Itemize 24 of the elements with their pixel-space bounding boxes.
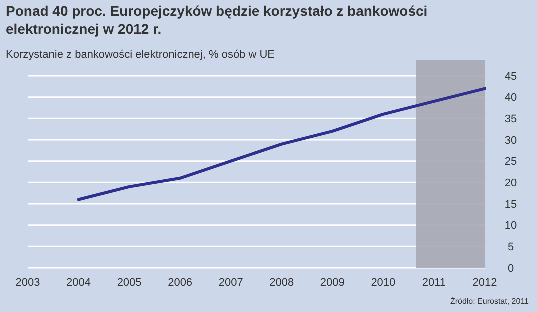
y-tick-label: 10 [504,220,518,232]
x-tick-label: 2003 [16,277,40,289]
y-tick-label: 40 [504,92,518,104]
chart-title: Ponad 40 proc. Europejczyków będzie korzystało z bankowości elektronicznej w 2012 r. [6,3,428,37]
x-tick-label: 2010 [371,277,396,289]
y-tick-label: 20 [504,178,518,190]
y-tick-label: 30 [504,134,518,147]
y-tick-label: 5 [508,242,514,254]
y-axis-title: Korzystanie z bankowości elektronicznej, % osób w UE [6,49,276,61]
x-tick-label: 2008 [270,277,294,289]
text: Źródło: Eurostat, 2011 [450,297,530,306]
x-tick-label: 2009 [320,277,345,289]
x-tick-label: 2006 [168,277,193,289]
y-tick-label: 15 [504,198,518,211]
y-tick-label: 45 [504,70,518,83]
line-series [77,87,486,202]
x-tick-label: 2007 [218,277,244,289]
y-tick-label: 35 [504,114,518,126]
x-tick-label: 2005 [117,277,142,289]
x-tick-label: 2012 [472,277,498,289]
x-tick-label: 2004 [66,277,92,289]
y-tick-label: 0 [508,262,514,275]
x-tick-label: 2011 [422,277,446,289]
y-tick-label: 25 [504,156,518,168]
